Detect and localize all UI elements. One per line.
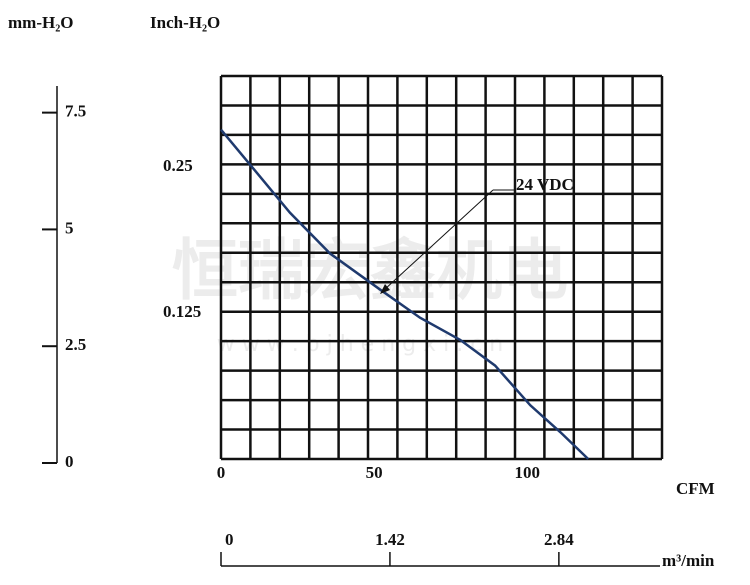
x-tick-label: 50 xyxy=(366,463,383,482)
m3-tick-label: 0 xyxy=(225,530,234,549)
annotation-arrow xyxy=(383,189,494,291)
arrow-head xyxy=(380,284,390,294)
m3-tick-label: 1.42 xyxy=(375,530,405,549)
y-axis-title: Inch-H₂O xyxy=(150,13,220,32)
watermark: w w w . b j h e n g x i . c n xyxy=(217,332,504,357)
mm-tick-label: 0 xyxy=(65,452,74,471)
x-tick-label: 0 xyxy=(217,463,226,482)
mm-axis-title: mm-H₂O xyxy=(8,13,74,32)
x-tick-label: 100 xyxy=(515,463,541,482)
m3-tick-label: 2.84 xyxy=(544,530,574,549)
m3-axis-title: m³/min xyxy=(662,551,715,570)
watermark: 恒瑞宏鑫机电 xyxy=(172,232,568,309)
y-tick-label: 0.125 xyxy=(163,302,201,321)
mm-tick-label: 2.5 xyxy=(65,335,86,354)
mm-tick-label: 7.5 xyxy=(65,102,86,121)
x-axis-title: CFM xyxy=(676,479,715,498)
mm-tick-label: 5 xyxy=(65,218,74,237)
curve xyxy=(220,128,590,460)
y-tick-label: 0.25 xyxy=(163,156,193,175)
